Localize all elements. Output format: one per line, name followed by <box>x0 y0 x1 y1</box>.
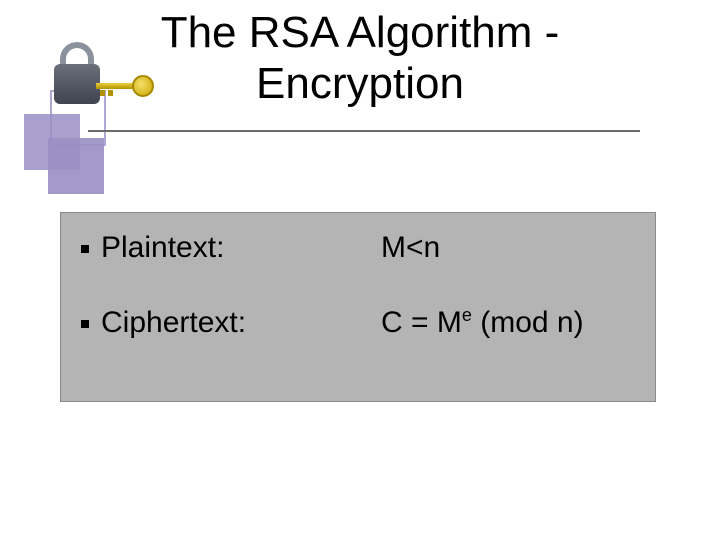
plaintext-label: Plaintext: <box>101 231 381 265</box>
ciphertext-tail: (mod n) <box>472 306 584 339</box>
bullet-icon <box>81 320 89 328</box>
lock-icon <box>54 64 100 104</box>
square-front <box>48 138 104 194</box>
ciphertext-base: C = M <box>381 306 462 339</box>
bullet-icon <box>81 245 89 253</box>
row-ciphertext: Ciphertext: C = Me (mod n) <box>61 305 655 340</box>
title-divider <box>88 130 640 132</box>
key-icon <box>96 80 152 92</box>
content-box: Plaintext: M<n Ciphertext: C = Me (mod n… <box>60 212 656 402</box>
row-plaintext: Plaintext: M<n <box>61 231 655 265</box>
title-decoration <box>18 44 138 174</box>
plaintext-value: M<n <box>381 231 440 265</box>
slide: The RSA Algorithm - Encryption Plaintext… <box>0 0 720 540</box>
ciphertext-value: C = Me (mod n) <box>381 305 584 340</box>
ciphertext-label: Ciphertext: <box>101 306 381 340</box>
ciphertext-exponent: e <box>462 305 472 325</box>
